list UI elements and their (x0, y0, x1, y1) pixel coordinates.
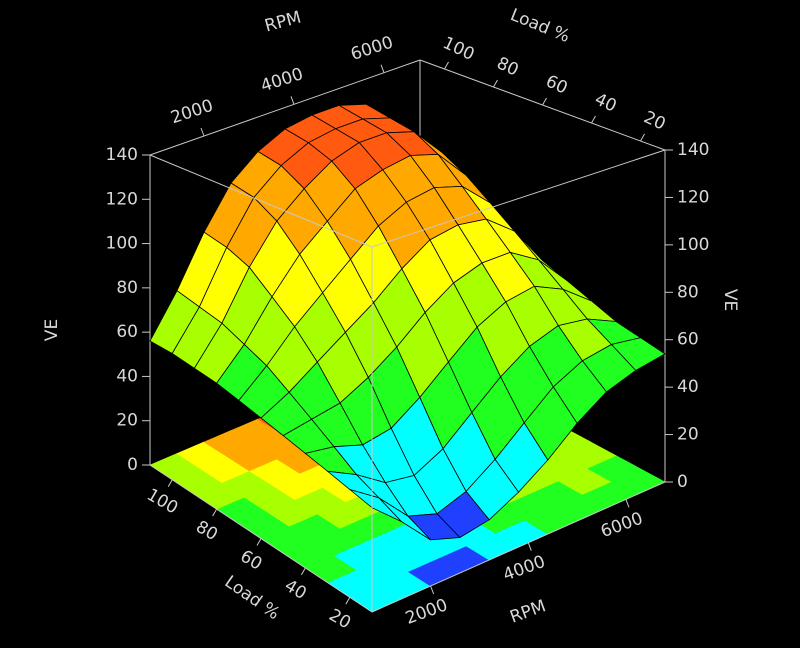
y-tick (493, 79, 498, 88)
z-axis-title: VE (720, 289, 740, 311)
y-tick (212, 508, 218, 517)
z-tick-label: 100 (106, 234, 138, 254)
x-tick (290, 96, 295, 105)
x-tick (200, 127, 205, 137)
z-tick-label: 140 (106, 145, 138, 165)
z-tick-label: 60 (116, 322, 138, 342)
z-tick-label: 40 (116, 366, 138, 386)
y-tick (640, 133, 645, 142)
z-tick-label: 20 (677, 425, 699, 445)
x-tick (625, 499, 630, 508)
y-tick (167, 479, 173, 487)
y-tick (345, 597, 351, 605)
y-tick (300, 567, 306, 576)
y-tick (444, 61, 449, 70)
z-tick-label: 120 (677, 187, 709, 207)
surface-cell (349, 489, 402, 522)
box-edge (371, 149, 666, 248)
z-tick-label: 40 (677, 377, 699, 397)
z-tick-label: 120 (106, 189, 138, 209)
z-tick-label: 60 (677, 330, 699, 350)
z-tick-label: 80 (677, 282, 699, 302)
y-tick (542, 97, 547, 106)
x-tick (430, 585, 435, 595)
surface-layer (149, 103, 666, 541)
z-tick-label: 100 (677, 235, 709, 255)
box-edge (371, 481, 666, 613)
z-tick-label: 20 (116, 411, 138, 431)
y-tick (591, 115, 596, 124)
box-edge (149, 59, 421, 156)
z-tick-label: 0 (677, 472, 688, 492)
z-tick-label: 140 (677, 140, 709, 160)
y-tick (256, 538, 262, 546)
x-tick (380, 64, 385, 73)
z-tick-label: 0 (127, 455, 138, 475)
x-tick (527, 542, 532, 551)
z-axis-title: VE (42, 319, 62, 341)
z-tick-label: 80 (116, 278, 138, 298)
box-edge (149, 154, 373, 248)
